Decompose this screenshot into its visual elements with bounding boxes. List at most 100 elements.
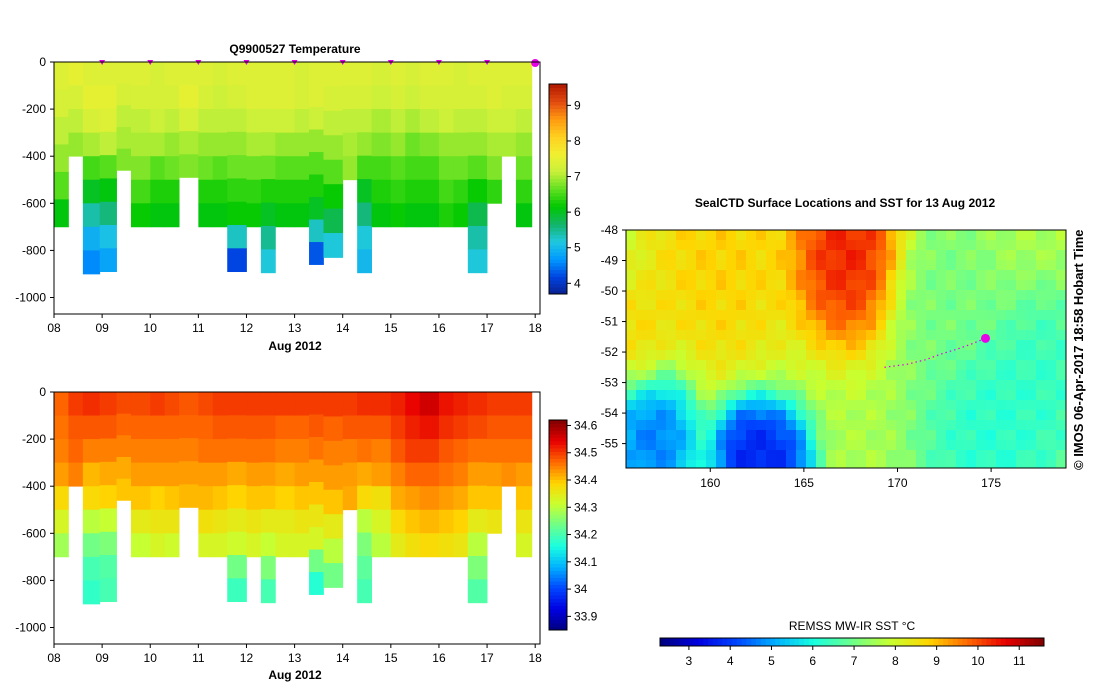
profile-cell	[294, 486, 310, 511]
profile-cell	[342, 415, 358, 440]
profile-cell	[357, 225, 372, 250]
sst-cell	[626, 440, 637, 451]
sst-cell	[946, 250, 957, 261]
sst-cell	[666, 320, 677, 331]
profile-cell	[419, 533, 440, 558]
sst-cell	[686, 310, 697, 321]
sst-cell	[866, 350, 877, 361]
profile-cell	[116, 62, 132, 85]
profile-cell	[260, 532, 276, 557]
sst-cell	[636, 240, 647, 251]
sst-cell	[846, 240, 857, 251]
sst-cell	[1056, 360, 1067, 371]
sst-cell	[1036, 230, 1047, 241]
profile-cell	[438, 509, 454, 534]
sst-cell	[976, 330, 987, 341]
sst-cell	[886, 240, 897, 251]
colorbar-segment	[549, 549, 567, 554]
sst-cell	[666, 280, 677, 291]
sst-cell	[826, 250, 837, 261]
y-tick-label: -600	[22, 526, 46, 540]
sst-cell	[966, 310, 977, 321]
profile-cell	[294, 415, 310, 440]
sst-cell	[806, 320, 817, 331]
colorbar-segment	[549, 199, 567, 204]
sst-cell	[876, 420, 887, 431]
profile-cell	[130, 415, 151, 440]
sst-cell	[876, 320, 887, 331]
profile-cell	[179, 484, 199, 508]
sst-cell	[826, 260, 837, 271]
sst-cell	[716, 300, 727, 311]
profile-cell	[405, 203, 421, 228]
sst-cell	[756, 420, 767, 431]
sst-cell	[676, 290, 687, 301]
sst-cell	[676, 280, 687, 291]
profile-cell	[453, 509, 469, 534]
colorbar-segment	[914, 638, 920, 646]
sst-cell	[736, 390, 747, 401]
sst-cell	[706, 440, 717, 451]
profile-cell	[130, 392, 151, 416]
sst-cell	[676, 310, 687, 321]
x-tick-label: 12	[240, 651, 254, 665]
sst-cell	[826, 320, 837, 331]
sst-cell	[836, 380, 847, 391]
sst-cell	[776, 280, 787, 291]
sst-cell	[626, 270, 637, 281]
sst-cell	[926, 230, 937, 241]
sst-cell	[756, 460, 767, 469]
profile-cell	[467, 579, 488, 604]
sst-cell	[936, 350, 947, 361]
sst-cell	[876, 350, 887, 361]
colorbar-segment	[549, 150, 567, 155]
profile-cell	[438, 62, 454, 86]
sst-cell	[646, 360, 657, 371]
sst-cell	[716, 250, 727, 261]
sst-cell	[966, 260, 977, 271]
sst-cell	[856, 330, 867, 341]
sst-cell	[686, 280, 697, 291]
sst-cell	[766, 440, 777, 451]
sst-cell	[716, 230, 727, 241]
colorbar-tick-label: 5	[768, 654, 775, 668]
sst-cell	[936, 370, 947, 381]
profile-cell	[227, 201, 247, 226]
sst-cell	[886, 370, 897, 381]
profile-cell	[99, 392, 117, 416]
sst-cell	[776, 270, 787, 281]
colorbar-tick-label: 10	[971, 654, 985, 668]
profile-cell	[405, 415, 421, 440]
sst-cell	[856, 450, 867, 461]
sst-cell	[916, 250, 927, 261]
sst-cell	[806, 390, 817, 401]
sst-cell	[836, 350, 847, 361]
sst-cell	[876, 430, 887, 441]
sst-cell	[1046, 390, 1057, 401]
profile-cell	[357, 85, 372, 110]
sst-cell	[1016, 410, 1027, 421]
sst-cell	[996, 450, 1007, 461]
colorbar-segment	[549, 192, 567, 197]
sst-cell	[946, 380, 957, 391]
profile-cell	[390, 415, 406, 440]
sst-cell	[886, 400, 897, 411]
sst-cell	[846, 450, 857, 461]
sst-cell	[856, 260, 867, 271]
sst-cell	[736, 230, 747, 241]
profile-cell	[150, 132, 166, 157]
sst-cell	[986, 360, 997, 371]
colorbar-segment	[549, 245, 567, 249]
sst-cell	[1016, 360, 1027, 371]
sst-cell	[946, 440, 957, 451]
sst-cell	[726, 270, 737, 281]
sst-cell	[936, 320, 947, 331]
sst-cell	[696, 360, 707, 371]
sst-cell	[1026, 400, 1037, 411]
profile-cell	[342, 392, 358, 416]
sst-cell	[926, 360, 937, 371]
sst-cell	[1016, 330, 1027, 341]
profile-cell	[116, 148, 132, 171]
sst-cell	[936, 410, 947, 421]
profile-cell	[487, 392, 502, 416]
